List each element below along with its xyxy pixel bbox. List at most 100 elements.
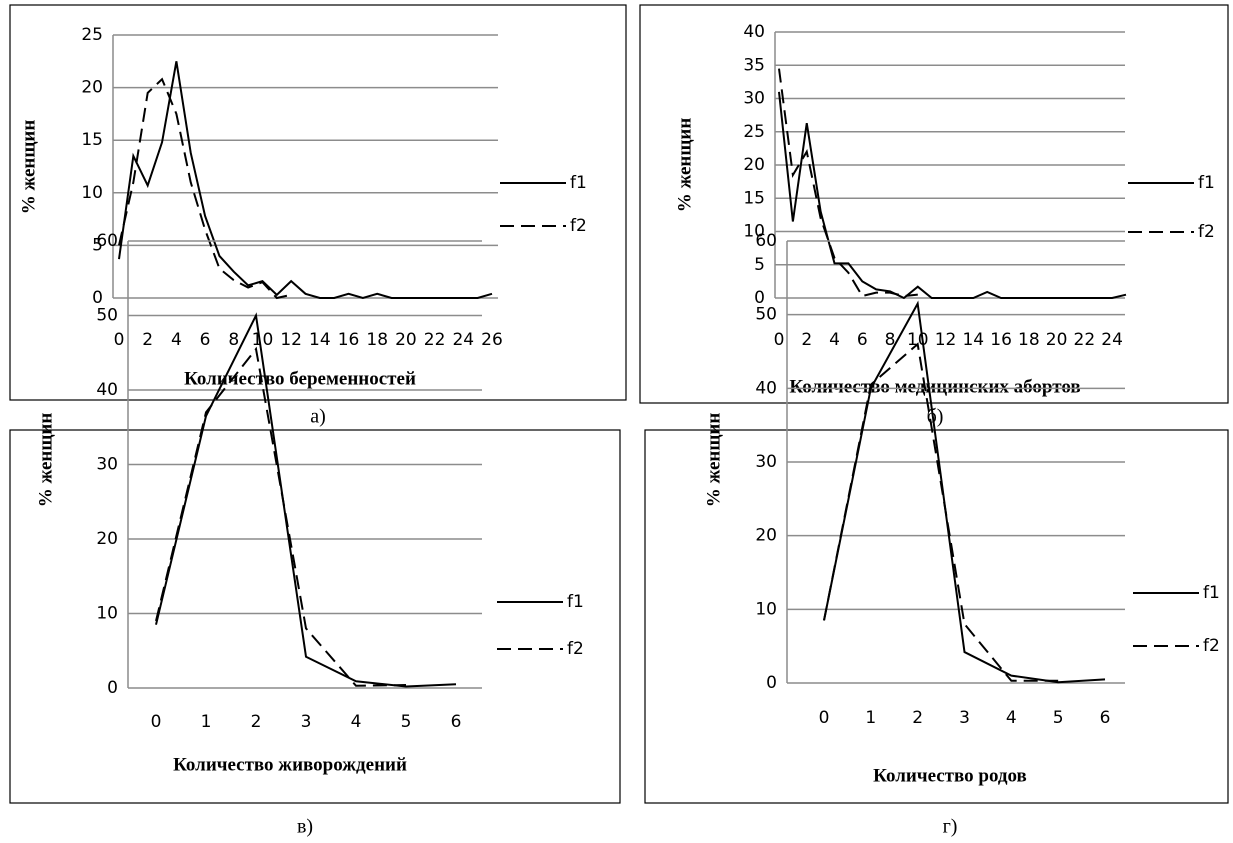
legend-label: f1 bbox=[567, 592, 584, 612]
x-tick-label: 4 bbox=[351, 712, 362, 732]
y-tick-label: 15 bbox=[81, 130, 103, 150]
x-tick-label: 24 bbox=[452, 330, 474, 350]
x-tick-label: 6 bbox=[200, 330, 211, 350]
y-axis-title: % женщин bbox=[18, 120, 39, 215]
x-tick-label: 4 bbox=[829, 330, 840, 350]
chart-frame bbox=[9, 429, 621, 804]
x-tick-label: 16 bbox=[990, 330, 1012, 350]
y-tick-label: 0 bbox=[766, 673, 777, 693]
x-tick-label: 2 bbox=[801, 330, 812, 350]
y-tick-label: 10 bbox=[743, 222, 765, 242]
series-line bbox=[823, 342, 1059, 682]
y-tick-label: 10 bbox=[81, 183, 103, 203]
x-tick-label: 6 bbox=[1100, 708, 1111, 728]
x-tick-label: 18 bbox=[366, 330, 388, 350]
x-tick-label: 0 bbox=[114, 330, 125, 350]
legend-label: f2 bbox=[1198, 222, 1215, 242]
y-axis-title: % женщин bbox=[35, 413, 56, 508]
legend-label: f1 bbox=[1198, 173, 1215, 193]
series-line bbox=[778, 91, 1127, 300]
y-tick-label: 60 bbox=[755, 231, 777, 251]
legend-label: f2 bbox=[567, 639, 584, 659]
y-tick-label: 25 bbox=[81, 25, 103, 45]
x-tick-label: 4 bbox=[1006, 708, 1017, 728]
y-tick-label: 30 bbox=[755, 452, 777, 472]
x-tick-label: 0 bbox=[819, 708, 830, 728]
x-tick-label: 20 bbox=[395, 330, 417, 350]
y-tick-label: 20 bbox=[743, 155, 765, 175]
y-axis-title: % женщин bbox=[674, 118, 695, 213]
x-tick-label: 12 bbox=[280, 330, 302, 350]
x-tick-label: 1 bbox=[201, 712, 212, 732]
legend-label: f1 bbox=[1203, 583, 1220, 603]
chart-frame bbox=[639, 4, 1229, 404]
x-tick-label: 10 bbox=[252, 330, 274, 350]
x-tick-label: 0 bbox=[774, 330, 785, 350]
y-tick-label: 20 bbox=[96, 529, 118, 549]
y-tick-label: 35 bbox=[743, 55, 765, 75]
x-tick-label: 12 bbox=[935, 330, 957, 350]
x-tick-label: 16 bbox=[338, 330, 360, 350]
x-tick-label: 5 bbox=[1053, 708, 1064, 728]
x-tick-label: 20 bbox=[1046, 330, 1068, 350]
x-tick-label: 26 bbox=[481, 330, 503, 350]
x-tick-label: 8 bbox=[228, 330, 239, 350]
x-tick-label: 22 bbox=[424, 330, 446, 350]
x-axis-title: Количество беременностей bbox=[184, 368, 416, 389]
y-tick-label: 40 bbox=[755, 378, 777, 398]
y-tick-label: 5 bbox=[92, 235, 103, 255]
x-tick-label: 3 bbox=[301, 712, 312, 732]
x-tick-label: 3 bbox=[959, 708, 970, 728]
x-tick-label: 0 bbox=[151, 712, 162, 732]
x-tick-label: 2 bbox=[912, 708, 923, 728]
x-tick-label: 6 bbox=[857, 330, 868, 350]
y-tick-label: 10 bbox=[755, 599, 777, 619]
chart-frame bbox=[9, 4, 627, 401]
y-tick-label: 20 bbox=[81, 78, 103, 98]
y-tick-label: 50 bbox=[755, 305, 777, 325]
y-axis-title: % женщин bbox=[703, 413, 724, 508]
x-axis-title: Количество живорождений bbox=[173, 754, 407, 775]
y-tick-label: 15 bbox=[743, 188, 765, 208]
series-line bbox=[118, 77, 292, 300]
y-tick-label: 50 bbox=[96, 306, 118, 326]
x-tick-label: 24 bbox=[1101, 330, 1123, 350]
panel-label: г) bbox=[943, 816, 958, 838]
x-axis-title: Количество медицинских абортов bbox=[789, 376, 1080, 397]
series-line bbox=[823, 300, 1106, 684]
x-tick-label: 5 bbox=[401, 712, 412, 732]
x-tick-label: 1 bbox=[865, 708, 876, 728]
y-tick-label: 5 bbox=[754, 255, 765, 275]
y-tick-label: 40 bbox=[96, 380, 118, 400]
legend-label: f1 bbox=[570, 173, 587, 193]
y-tick-label: 40 bbox=[743, 22, 765, 42]
y-tick-label: 25 bbox=[743, 122, 765, 142]
x-tick-label: 14 bbox=[962, 330, 984, 350]
panel-label: в) bbox=[297, 816, 313, 838]
x-tick-label: 18 bbox=[1018, 330, 1040, 350]
x-tick-label: 8 bbox=[885, 330, 896, 350]
y-tick-label: 60 bbox=[96, 231, 118, 251]
x-tick-label: 22 bbox=[1074, 330, 1096, 350]
x-tick-label: 6 bbox=[451, 712, 462, 732]
panel-label: а) bbox=[310, 406, 326, 428]
y-tick-label: 10 bbox=[96, 604, 118, 624]
series-line bbox=[155, 346, 407, 687]
legend-label: f2 bbox=[570, 216, 587, 236]
series-line bbox=[118, 61, 493, 300]
x-tick-label: 4 bbox=[171, 330, 182, 350]
x-axis-title: Количество родов bbox=[873, 765, 1027, 786]
y-tick-label: 0 bbox=[92, 288, 103, 308]
x-tick-label: 2 bbox=[142, 330, 153, 350]
chart-frame bbox=[644, 429, 1229, 804]
legend-label: f2 bbox=[1203, 636, 1220, 656]
y-tick-label: 30 bbox=[743, 89, 765, 109]
y-tick-label: 0 bbox=[107, 678, 118, 698]
series-line bbox=[778, 68, 918, 298]
y-tick-label: 0 bbox=[754, 288, 765, 308]
x-tick-label: 14 bbox=[309, 330, 331, 350]
x-tick-label: 2 bbox=[251, 712, 262, 732]
y-tick-label: 30 bbox=[96, 455, 118, 475]
y-tick-label: 20 bbox=[755, 526, 777, 546]
